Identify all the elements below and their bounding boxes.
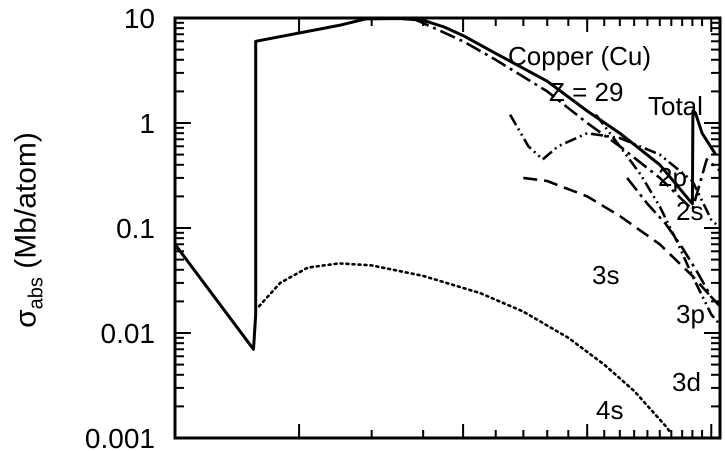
y-axis-label-subscript: abs bbox=[25, 277, 48, 310]
series-label-2s: 2s bbox=[676, 196, 703, 226]
y-axis-label: σabs (Mb/atom) bbox=[10, 132, 49, 328]
series-3d-line bbox=[594, 113, 721, 326]
z-annotation: Z = 29 bbox=[549, 77, 623, 107]
y-tick-labels: 10 1 0.1 0.01 0.001 bbox=[85, 3, 155, 451]
series-total-line bbox=[173, 17, 717, 351]
element-annotation: Copper (Cu) bbox=[508, 41, 651, 71]
series-labels: Total 2p 2s 3s 3p 3d 4s bbox=[592, 91, 705, 425]
series-2s-line bbox=[508, 114, 721, 229]
series-3s-line bbox=[523, 176, 721, 308]
y-axis-label-unit: (Mb/atom) bbox=[9, 132, 43, 269]
series-label-4s: 4s bbox=[596, 395, 623, 425]
series-layer bbox=[173, 17, 721, 436]
y-tick-label: 0.01 bbox=[101, 318, 156, 349]
y-axis-label-wrap: σabs (Mb/atom) bbox=[4, 60, 54, 400]
y-tick-label: 10 bbox=[124, 3, 155, 34]
y-tick-label: 0.1 bbox=[116, 213, 155, 244]
series-label-3d: 3d bbox=[672, 367, 701, 397]
series-label-total: Total bbox=[648, 91, 703, 121]
y-axis-label-symbol: σ bbox=[9, 309, 43, 328]
series-label-3s: 3s bbox=[592, 260, 619, 290]
series-4s-line bbox=[257, 262, 673, 436]
y-tick-label: 0.001 bbox=[85, 423, 155, 451]
series-label-3p: 3p bbox=[676, 299, 705, 329]
series-3p-line bbox=[626, 177, 721, 308]
series-2p-line bbox=[413, 17, 721, 211]
series-label-2p: 2p bbox=[658, 162, 687, 192]
y-tick-label: 1 bbox=[139, 108, 155, 139]
